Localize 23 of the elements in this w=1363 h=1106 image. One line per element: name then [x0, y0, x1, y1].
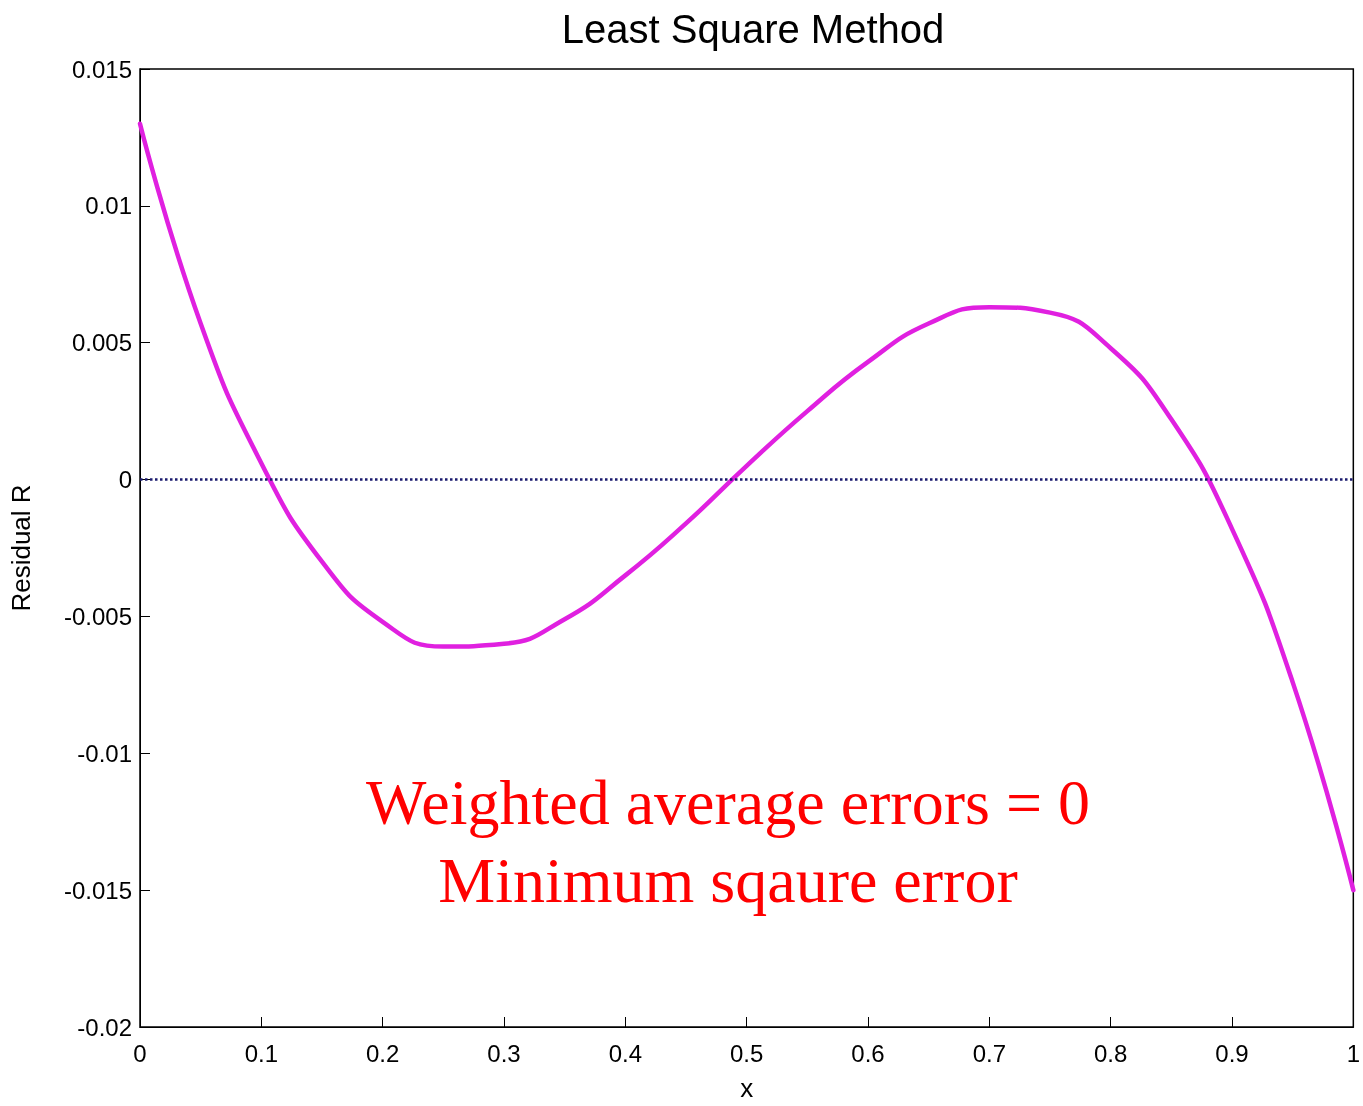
x-tick-label: 0.5 [729, 1039, 764, 1067]
x-tick-label: 1 [1346, 1039, 1361, 1067]
x-tick-label: 0.8 [1093, 1039, 1128, 1067]
y-tick-label: 0.01 [85, 192, 132, 220]
x-tick-label: 0.6 [851, 1039, 885, 1067]
x-tick-label: 0.9 [1215, 1039, 1249, 1067]
y-axis-title: Residual R [6, 484, 36, 612]
x-tick-label: 0.7 [972, 1039, 1007, 1067]
x-tick-label: 0.1 [244, 1039, 279, 1067]
y-tick-label: -0.02 [77, 1013, 132, 1041]
y-tick-label: -0.01 [77, 739, 132, 767]
y-tick-label: -0.015 [63, 876, 132, 904]
x-tick-label: 0.4 [608, 1039, 643, 1067]
annotation: Weighted average errors = 0 [366, 766, 1090, 838]
x-tick-label: 0.2 [365, 1039, 400, 1067]
annotation: Minimum sqaure error [438, 844, 1018, 916]
x-axis-title: x [740, 1073, 754, 1103]
y-tick-label: 0 [118, 466, 132, 494]
x-tick-label: 0.3 [487, 1039, 521, 1067]
y-tick-label: -0.005 [63, 602, 132, 630]
y-tick-label: 0.015 [71, 55, 132, 83]
y-tick-label: 0.005 [71, 329, 132, 357]
chart-title: Least Square Method [561, 7, 945, 51]
